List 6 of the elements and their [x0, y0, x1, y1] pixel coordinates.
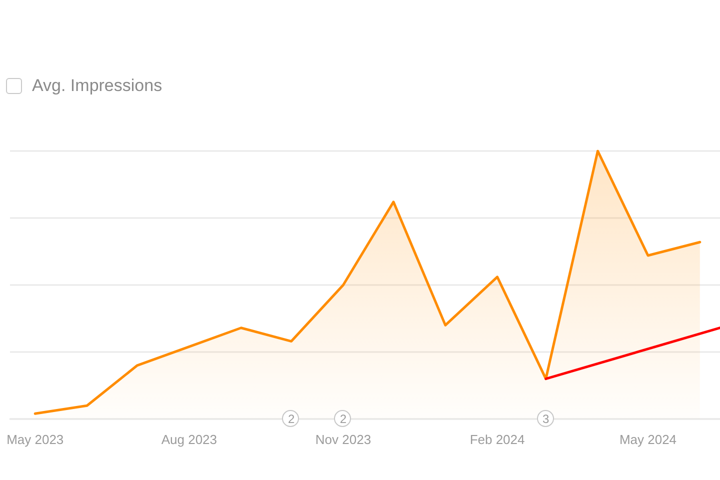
- text: Avg. Impressions: [32, 76, 162, 96]
- x-tick-label: May 2024: [619, 432, 677, 447]
- x-tick-label: Feb 2024: [470, 432, 525, 447]
- x-tick-label: May 2023: [6, 432, 64, 447]
- x-tick-label: Nov 2023: [315, 432, 372, 447]
- x-tick-label: Aug 2023: [161, 432, 218, 447]
